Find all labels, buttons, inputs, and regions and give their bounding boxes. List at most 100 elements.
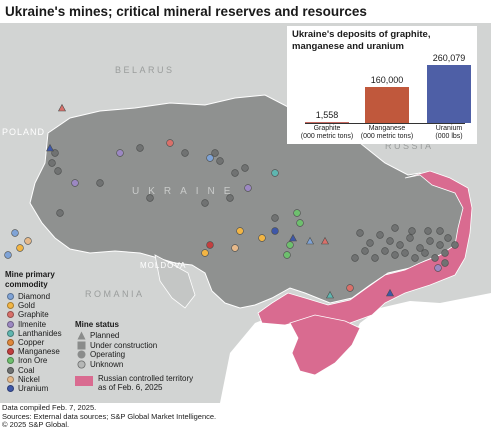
mine-marker: [451, 241, 459, 249]
mine-marker: [371, 254, 379, 262]
inset-chart: Ukraine's deposits of graphite, manganes…: [287, 26, 477, 144]
status-legend-item: Planned: [77, 331, 119, 340]
commodity-dot-icon: [7, 293, 14, 300]
mine-marker: [441, 259, 449, 267]
mine-marker: [16, 244, 24, 252]
commodity-dot-icon: [7, 385, 14, 392]
mine-marker: [416, 244, 424, 252]
commodity-legend-item: Iron Ore: [7, 356, 47, 365]
territory-swatch: [75, 376, 93, 386]
mine-marker: [376, 231, 384, 239]
commodity-legend-item: Lanthanides: [7, 329, 62, 338]
triangle-icon: [77, 331, 86, 340]
mine-marker: [426, 237, 434, 245]
mine-marker: [56, 209, 64, 217]
status-legend-item: Operating: [77, 350, 125, 359]
mine-marker: [424, 227, 432, 235]
mine-marker: [201, 199, 209, 207]
commodity-dot-icon: [7, 357, 14, 365]
mine-marker: [381, 247, 389, 255]
mine-marker: [201, 249, 209, 257]
inset-category-label: Graphite (000 metric tons): [300, 125, 354, 140]
circle-icon: [77, 350, 86, 359]
inset-title: Ukraine's deposits of graphite, manganes…: [292, 29, 431, 52]
mine-marker: [356, 229, 364, 237]
mine-marker: [385, 288, 395, 297]
mine-marker: [216, 157, 224, 165]
mine-marker: [258, 234, 266, 242]
inset-bar: [427, 65, 471, 123]
romania-label: ROMANIA: [85, 289, 145, 299]
commodity-legend-item: Uranium: [7, 384, 48, 393]
mine-marker: [386, 237, 394, 245]
mine-marker: [421, 249, 429, 257]
mine-marker: [271, 169, 279, 177]
mine-marker: [408, 227, 416, 235]
mine-marker: [271, 214, 279, 222]
moldova-area: [154, 254, 196, 309]
circle-outline-icon: [77, 360, 86, 368]
mine-marker: [45, 143, 55, 152]
mine-marker: [361, 247, 369, 255]
mine-marker: [366, 239, 374, 247]
mine-marker: [320, 236, 330, 245]
mine-marker: [396, 241, 404, 249]
commodity-legend-item: Diamond: [7, 292, 50, 301]
mine-marker: [288, 233, 298, 242]
mine-marker: [57, 103, 67, 112]
crimea: [289, 314, 361, 376]
commodity-legend-item: Graphite: [7, 310, 49, 319]
mine-marker: [305, 236, 315, 245]
footer-line-2: Sources: External data sources; S&P Glob…: [2, 411, 217, 421]
mine-marker: [271, 227, 279, 235]
commodity-dot-icon: [7, 320, 14, 328]
commodity-legend-item: Ilmenite: [7, 320, 46, 329]
belarus-label: BELARUS: [115, 65, 175, 75]
mine-marker: [226, 194, 234, 202]
mine-marker: [406, 234, 414, 242]
mine-marker: [71, 179, 79, 187]
mine-marker: [391, 251, 399, 259]
commodity-legend-title: Mine primary commodity: [5, 270, 55, 289]
mine-marker: [434, 264, 442, 272]
mine-marker: [325, 290, 335, 299]
commodity-legend-item: Copper: [7, 338, 44, 347]
chart-title: Ukraine's mines; critical mineral reserv…: [5, 4, 367, 19]
commodity-legend-item: Manganese: [7, 347, 60, 356]
commodity-dot-icon: [7, 311, 14, 319]
moldova-label: MOLDOVA: [140, 261, 187, 270]
commodity-legend-item: Nickel: [7, 375, 40, 384]
mine-marker: [231, 169, 239, 177]
mine-marker: [54, 167, 62, 175]
mine-marker: [351, 254, 359, 262]
inset-bar-value: 1,558: [315, 110, 339, 120]
mine-marker: [241, 164, 249, 172]
legend: Mine primary commodity Diamond Gold Graphi…: [5, 270, 405, 400]
mine-marker: [11, 229, 19, 237]
inset-axis: [305, 123, 465, 124]
commodity-dot-icon: [7, 375, 14, 383]
mine-markers: [4, 103, 459, 299]
mine-marker: [136, 144, 144, 152]
mine-marker: [346, 284, 354, 292]
mine-marker: [293, 209, 301, 217]
commodity-dot-icon: [7, 302, 14, 310]
mine-marker: [444, 234, 452, 242]
mine-marker: [431, 254, 439, 262]
mine-marker: [48, 159, 56, 167]
mine-marker: [211, 149, 219, 157]
commodity-dot-icon: [7, 348, 14, 356]
mine-marker: [411, 254, 419, 262]
mine-marker: [4, 251, 12, 259]
territory-label-1: Russian controlled territory: [98, 374, 194, 383]
commodity-dot-icon: [7, 329, 14, 337]
inset-category-label: Uranium (000 lbs): [435, 125, 463, 140]
footer-line-3: © 2025 S&P Global.: [2, 420, 70, 429]
status-legend-title: Mine status: [75, 320, 120, 329]
mine-marker: [401, 249, 409, 257]
inset-category-label: Manganese (000 metric tons): [360, 125, 414, 140]
mine-marker: [286, 241, 294, 249]
poland-label: POLAND: [2, 127, 46, 137]
russia-label: RUSSIA: [385, 141, 434, 151]
mine-marker: [391, 224, 399, 232]
